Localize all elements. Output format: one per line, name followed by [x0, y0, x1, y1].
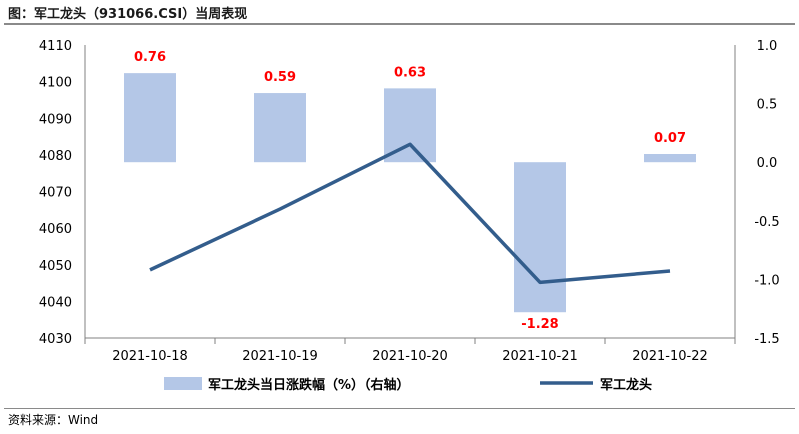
x-axis-tick-label: 2021-10-21 [502, 349, 578, 364]
line-series-path [149, 142, 671, 285]
left-axis-tick-label: 4050 [39, 259, 72, 274]
chart-title: 图：军工龙头（931066.CSI）当周表现 [8, 7, 248, 22]
data-label: 0.07 [654, 131, 686, 146]
right-axis-tick-label: 0.0 [757, 156, 778, 171]
legend-label-bar: 军工龙头当日涨跌幅（%）（右轴） [208, 377, 410, 393]
bar [514, 162, 566, 313]
left-axis-tick-label: 4090 [39, 112, 72, 127]
bar [124, 73, 176, 163]
left-axis-tick-label: 4040 [39, 295, 72, 310]
data-label: -1.28 [521, 317, 558, 332]
x-axis-tick-label: 2021-10-19 [242, 349, 318, 364]
data-label: 0.76 [134, 50, 166, 65]
bar [384, 88, 436, 163]
left-axis-tick-label: 4080 [39, 149, 72, 164]
left-axis-tick-label: 4100 [39, 76, 72, 91]
x-axis-tick-label: 2021-10-20 [372, 349, 448, 364]
bar [254, 93, 306, 163]
title-divider [4, 23, 795, 25]
legend-swatch-bar [164, 377, 202, 390]
right-axis-tick-label: -1.5 [754, 332, 779, 347]
data-label: 0.59 [264, 70, 296, 85]
left-axis-tick-label: 4030 [39, 332, 72, 347]
legend: 军工龙头当日涨跌幅（%）（右轴） 军工龙头 [164, 377, 652, 393]
right-axis-tick-label: -1.0 [754, 273, 779, 288]
right-axis-tick-label: 0.5 [757, 98, 778, 113]
source-divider [4, 408, 795, 409]
source-note: 资料来源：Wind [8, 413, 99, 427]
axes: 4030 4040 4050 4060 4070 4080 4090 4100 4110 -1.5… [39, 39, 780, 364]
left-axis-tick-label: 4070 [39, 186, 72, 201]
right-axis-tick-label: -0.5 [754, 215, 779, 230]
legend-label-line: 军工龙头 [600, 377, 652, 393]
x-axis-tick-label: 2021-10-18 [112, 349, 188, 364]
right-axis-tick-label: 1.0 [757, 39, 778, 54]
line-series [149, 142, 671, 285]
data-label: 0.63 [394, 65, 426, 80]
left-axis-tick-label: 4060 [39, 222, 72, 237]
x-axis-tick-label: 2021-10-22 [632, 349, 708, 364]
bar-series [124, 73, 696, 313]
data-labels: 0.76 0.59 0.63 -1.28 0.07 [134, 50, 686, 332]
bar [644, 153, 696, 163]
left-axis-tick-label: 4110 [39, 39, 72, 54]
